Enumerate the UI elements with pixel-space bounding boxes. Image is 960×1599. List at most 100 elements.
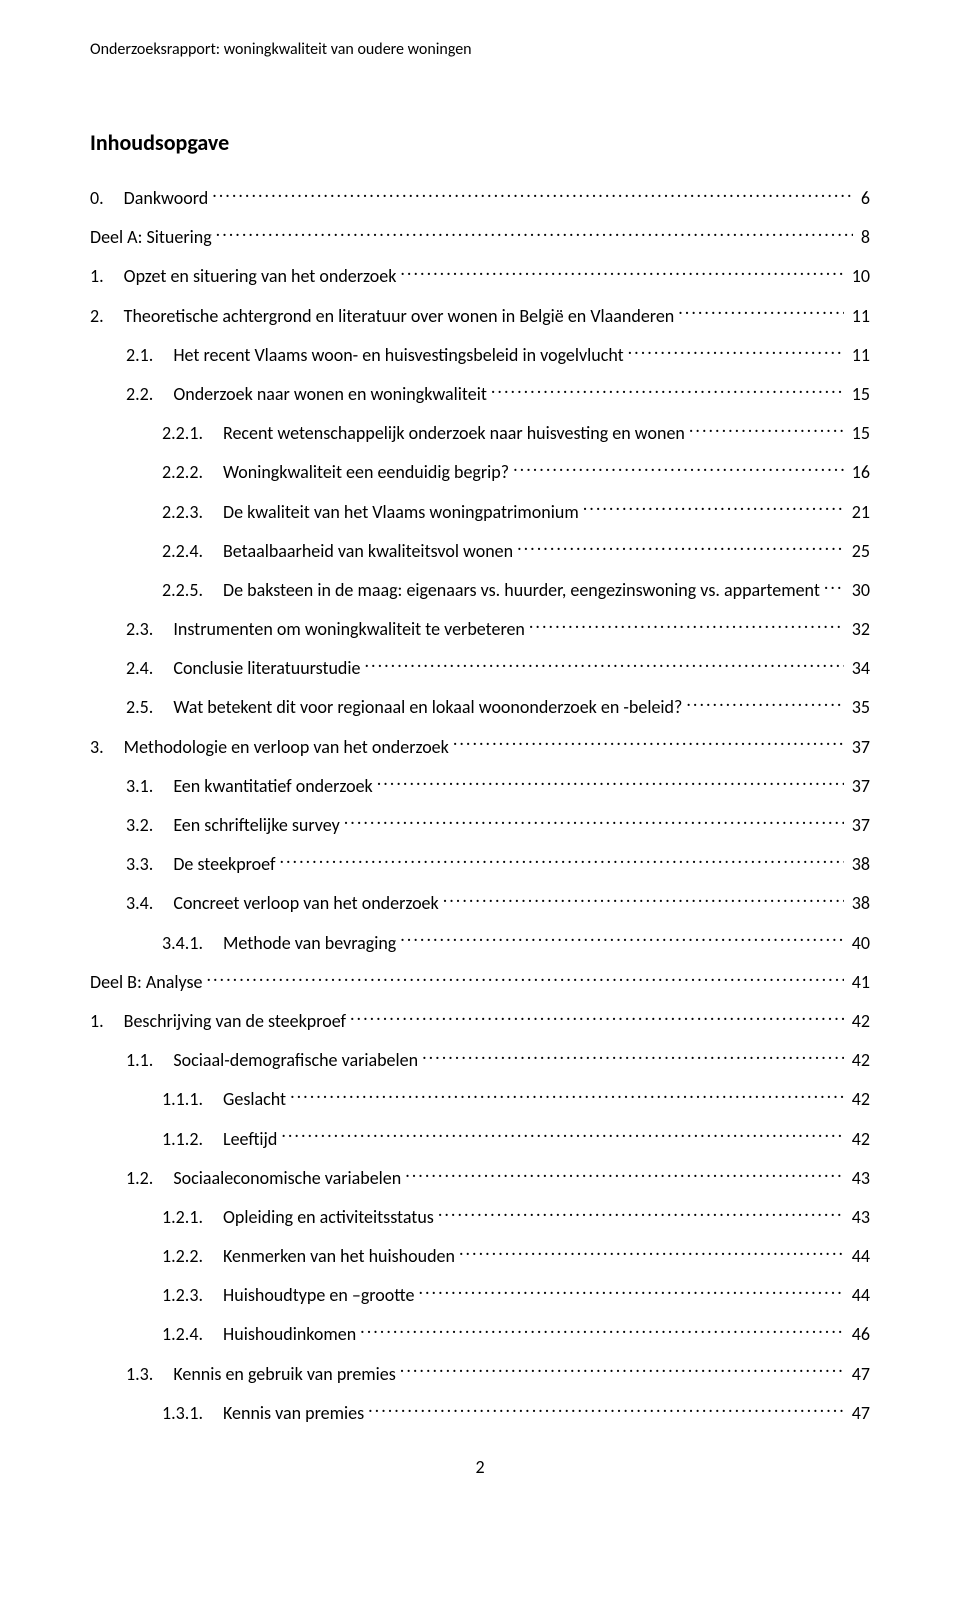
toc-entry-label: Onderzoek naar wonen en woningkwaliteit <box>173 382 487 407</box>
toc-entry-page: 38 <box>848 891 870 916</box>
toc-container: 0.Dankwoord6Deel A: Situering81.Opzet en… <box>90 186 870 1426</box>
toc-entry-page: 15 <box>848 421 870 446</box>
toc-entry-number: 2. <box>90 304 124 329</box>
toc-entry-page: 46 <box>848 1322 870 1347</box>
toc-entry-label: Kennis en gebruik van premies <box>173 1362 395 1387</box>
toc-entry-label: Instrumenten om woningkwaliteit te verbe… <box>173 617 525 642</box>
toc-entry: 1.2.2.Kenmerken van het huishouden44 <box>90 1244 870 1269</box>
toc-entry: 3.3.De steekproef38 <box>90 852 870 877</box>
toc-entry-page: 11 <box>848 304 870 329</box>
toc-leader-dots <box>281 1127 843 1145</box>
toc-entry-label: Geslacht <box>223 1087 286 1112</box>
toc-leader-dots <box>459 1244 844 1262</box>
toc-entry-number: 2.3. <box>126 617 173 642</box>
toc-entry-label: Methodologie en verloop van het onderzoe… <box>124 735 449 760</box>
toc-leader-dots <box>513 460 844 478</box>
toc-entry-number: 1. <box>90 1009 124 1034</box>
toc-entry-page: 41 <box>848 970 870 995</box>
toc-entry: 3.4.1.Methode van bevraging40 <box>90 931 870 956</box>
toc-leader-dots <box>824 578 844 596</box>
toc-entry-page: 44 <box>848 1283 870 1308</box>
toc-entry-label: Huishoudinkomen <box>223 1322 356 1347</box>
toc-entry: 3.4.Concreet verloop van het onderzoek38 <box>90 891 870 916</box>
toc-entry-page: 6 <box>857 186 870 211</box>
toc-entry-number: 3.2. <box>126 813 173 838</box>
toc-entry-page: 37 <box>848 735 870 760</box>
toc-entry-page: 32 <box>848 617 870 642</box>
toc-entry-label: Conclusie literatuurstudie <box>173 656 360 681</box>
toc-entry-page: 37 <box>848 774 870 799</box>
toc-entry-number: 1.1. <box>126 1048 173 1073</box>
toc-entry-label: Een kwantitatief onderzoek <box>173 774 372 799</box>
toc-entry: 1.3.Kennis en gebruik van premies47 <box>90 1362 870 1387</box>
toc-leader-dots <box>443 891 844 909</box>
toc-entry-page: 42 <box>848 1087 870 1112</box>
toc-entry-number: 2.2.4. <box>162 539 223 564</box>
toc-entry-number: 2.2. <box>126 382 173 407</box>
toc-entry-label: Leeftijd <box>223 1127 277 1152</box>
toc-entry: Deel A: Situering8 <box>90 225 870 250</box>
toc-entry: 2.4.Conclusie literatuurstudie 34 <box>90 656 870 681</box>
toc-leader-dots <box>279 852 843 870</box>
toc-entry-page: 21 <box>848 500 870 525</box>
toc-entry: 1.1.Sociaal-demografische variabelen42 <box>90 1048 870 1073</box>
toc-leader-dots <box>517 539 844 557</box>
toc-entry: 1.Beschrijving van de steekproef42 <box>90 1009 870 1034</box>
toc-entry-page: 11 <box>848 343 870 368</box>
toc-entry: 0.Dankwoord6 <box>90 186 870 211</box>
toc-leader-dots <box>377 774 844 792</box>
toc-entry: 2.2.2.Woningkwaliteit een eenduidig begr… <box>90 460 870 485</box>
toc-entry: 2.2.Onderzoek naar wonen en woningkwalit… <box>90 382 870 407</box>
toc-entry-label: Het recent Vlaams woon- en huisvestingsb… <box>173 343 623 368</box>
toc-entry-label: Wat betekent dit voor regionaal en lokaa… <box>173 695 682 720</box>
toc-entry: 2.2.3.De kwaliteit van het Vlaams woning… <box>90 500 870 525</box>
toc-leader-dots <box>212 186 853 204</box>
toc-leader-dots <box>400 264 843 282</box>
toc-leader-dots <box>344 813 844 831</box>
toc-entry: 1.1.2.Leeftijd42 <box>90 1127 870 1152</box>
toc-entry-page: 42 <box>848 1048 870 1073</box>
toc-entry: 3.2.Een schriftelijke survey37 <box>90 813 870 838</box>
toc-entry: 1.2.3.Huishoudtype en –grootte44 <box>90 1283 870 1308</box>
toc-leader-dots <box>689 421 844 439</box>
toc-entry-number: 3.3. <box>126 852 173 877</box>
toc-entry-number: 1.2.3. <box>162 1283 223 1308</box>
toc-entry-label: Een schriftelijke survey <box>173 813 339 838</box>
toc-entry-label: De steekproef <box>173 852 275 877</box>
toc-entry: 1.2.Sociaaleconomische variabelen43 <box>90 1166 870 1191</box>
toc-entry-page: 47 <box>848 1401 870 1426</box>
toc-entry-label: Opzet en situering van het onderzoek <box>124 264 397 289</box>
toc-entry-number: 2.2.3. <box>162 500 223 525</box>
toc-entry-page: 10 <box>848 264 870 289</box>
toc-entry-label: De kwaliteit van het Vlaams woningpatrim… <box>223 500 579 525</box>
toc-leader-dots <box>453 735 844 753</box>
toc-leader-dots <box>360 1322 844 1340</box>
toc-entry-number: 1. <box>90 264 124 289</box>
toc-entry: 3.1.Een kwantitatief onderzoek37 <box>90 774 870 799</box>
toc-leader-dots <box>418 1283 843 1301</box>
toc-leader-dots <box>491 382 844 400</box>
toc-entry-label: Deel B: Analyse <box>90 970 202 995</box>
toc-entry-label: Betaalbaarheid van kwaliteitsvol wonen <box>223 539 513 564</box>
toc-entry-number: 2.4. <box>126 656 173 681</box>
toc-entry-page: 42 <box>848 1127 870 1152</box>
page-number: 2 <box>90 1456 870 1478</box>
toc-entry-page: 25 <box>848 539 870 564</box>
toc-entry: 2.2.1.Recent wetenschappelijk onderzoek … <box>90 421 870 446</box>
toc-entry-page: 34 <box>848 656 870 681</box>
toc-entry-label: Kennis van premies <box>223 1401 364 1426</box>
toc-entry: 2.2.4.Betaalbaarheid van kwaliteitsvol w… <box>90 539 870 564</box>
toc-entry-page: 35 <box>848 695 870 720</box>
toc-leader-dots <box>628 343 844 361</box>
toc-entry-number: 1.2.2. <box>162 1244 223 1269</box>
toc-leader-dots <box>529 617 844 635</box>
toc-entry-label: Methode van bevraging <box>223 931 396 956</box>
toc-entry-number: 1.2. <box>126 1166 173 1191</box>
toc-entry-page: 44 <box>848 1244 870 1269</box>
toc-entry-number: 2.2.5. <box>162 578 223 603</box>
toc-entry-page: 47 <box>848 1362 870 1387</box>
toc-entry-page: 43 <box>848 1166 870 1191</box>
toc-entry-number: 1.3.1. <box>162 1401 223 1426</box>
toc-entry-number: 2.5. <box>126 695 173 720</box>
toc-leader-dots <box>686 695 843 713</box>
